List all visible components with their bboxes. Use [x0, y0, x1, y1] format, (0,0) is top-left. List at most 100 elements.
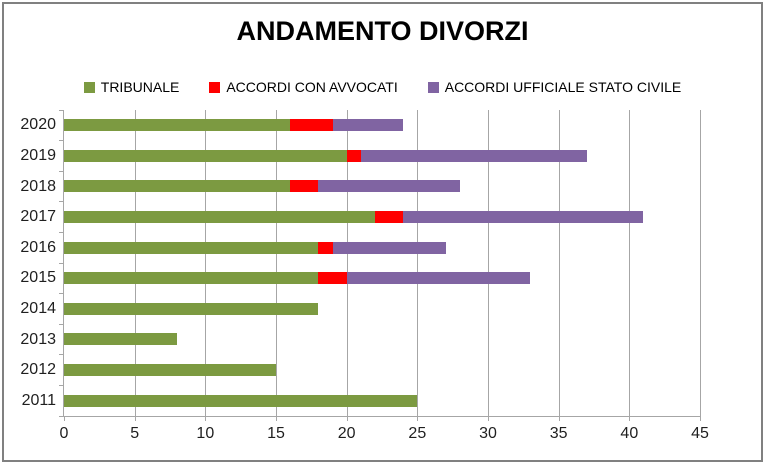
- stacked-bar: [64, 272, 700, 285]
- x-axis-label: 35: [549, 425, 568, 442]
- legend-label: ACCORDI CON AVVOCATI: [226, 79, 398, 95]
- y-axis-tick: [59, 415, 64, 417]
- x-axis-tick: [134, 416, 136, 421]
- gridline: [417, 110, 419, 416]
- bar-segment-accordi-ufficiale-stato-civile: [360, 149, 587, 162]
- legend-swatch-icon: [209, 81, 221, 93]
- gridline: [558, 110, 560, 416]
- bar-segment-accordi-ufficiale-stato-civile: [332, 119, 404, 132]
- y-axis-label: 2020: [20, 116, 56, 134]
- bar-segment-accordi-ufficiale-stato-civile: [346, 272, 531, 285]
- x-axis-tick: [488, 416, 489, 421]
- x-axis-label: 40: [620, 425, 639, 442]
- bar-segment-tribunale: [64, 241, 319, 254]
- bar-segment-accordi-con-avvocati: [318, 272, 347, 285]
- bar-segment-tribunale: [64, 272, 319, 285]
- bar-row: [64, 202, 700, 233]
- x-axis-tick: [629, 416, 631, 421]
- x-axis-tick: [558, 416, 560, 421]
- legend-swatch-icon: [427, 81, 439, 93]
- bar-segment-tribunale: [64, 149, 347, 162]
- legend-item-tribunale: TRIBUNALE: [83, 79, 179, 95]
- x-axis-label: 20: [337, 425, 356, 442]
- y-axis-label: 2017: [20, 208, 56, 226]
- bar-row: [64, 232, 700, 263]
- y-axis-tick: [59, 262, 64, 264]
- x-axis-label: 15: [267, 425, 285, 442]
- y-axis-tick: [59, 201, 64, 203]
- bar-segment-accordi-con-avvocati: [346, 149, 361, 162]
- x-axis-label: 45: [691, 425, 709, 442]
- bar-segment-accordi-ufficiale-stato-civile: [332, 241, 446, 254]
- bar-row: [64, 355, 700, 386]
- y-axis-label: 2015: [20, 269, 56, 287]
- y-axis-tick: [59, 231, 64, 233]
- bar-segment-accordi-con-avvocati: [318, 241, 333, 254]
- y-axis-tick: [59, 384, 64, 386]
- bar-segment-tribunale: [64, 394, 418, 407]
- bar-row: [64, 141, 700, 172]
- x-axis-label: 30: [479, 425, 497, 442]
- legend-label: ACCORDI UFFICIALE STATO CIVILE: [444, 79, 682, 95]
- gridline: [488, 110, 489, 416]
- y-axis-label: 2012: [20, 361, 56, 379]
- gridline: [346, 110, 348, 416]
- y-axis-label: 2011: [21, 391, 56, 409]
- legend-swatch-icon: [83, 81, 95, 93]
- bar-segment-accordi-ufficiale-stato-civile: [403, 211, 644, 224]
- x-axis-tick: [346, 416, 348, 421]
- stacked-bar: [64, 302, 700, 315]
- bar-row: [64, 385, 700, 416]
- bar-segment-accordi-con-avvocati: [290, 119, 333, 132]
- stacked-bar: [64, 333, 700, 346]
- stacked-bar: [64, 119, 700, 132]
- y-axis-label: 2014: [20, 299, 56, 317]
- x-axis-tick: [276, 416, 277, 421]
- y-axis-tick: [59, 293, 64, 295]
- x-axis-tick: [205, 416, 207, 421]
- bar-row: [64, 324, 700, 355]
- y-axis-tick: [59, 140, 64, 142]
- gridline: [205, 110, 207, 416]
- stacked-bar: [64, 180, 700, 193]
- y-axis-label: 2018: [20, 177, 56, 195]
- stacked-bar: [64, 211, 700, 224]
- x-axis-label: 25: [408, 425, 427, 442]
- y-axis-tick: [59, 354, 64, 356]
- bar-segment-tribunale: [64, 119, 291, 132]
- bar-segment-tribunale: [64, 302, 319, 315]
- plot-area: 0 5 10 15 20 25 30 35 40 45 2020 2019 2018 2017 2016 20…: [20, 109, 709, 442]
- gridline: [276, 110, 277, 416]
- legend-item-accordi-ufficiale-stato-civile: ACCORDI UFFICIALE STATO CIVILE: [427, 79, 682, 95]
- x-axis-label: 5: [130, 425, 140, 442]
- bar-segment-tribunale: [64, 364, 276, 377]
- gridline: [629, 110, 631, 416]
- bar-segment-tribunale: [64, 333, 178, 346]
- x-axis-label: 10: [196, 425, 215, 442]
- bar-row: [64, 263, 700, 294]
- stacked-bar: [64, 241, 700, 254]
- bar-segment-tribunale: [64, 211, 375, 224]
- gridline: [700, 110, 701, 416]
- x-axis-tick: [700, 416, 701, 421]
- bar-segment-accordi-con-avvocati: [374, 211, 404, 224]
- y-axis-label: 2013: [20, 330, 56, 348]
- x-axis-label: 0: [59, 425, 69, 442]
- x-axis-tick: [417, 416, 419, 421]
- bar-segment-accordi-con-avvocati: [290, 180, 319, 193]
- bar-segment-tribunale: [64, 180, 291, 193]
- bar-row: [64, 171, 700, 202]
- bar-segment-accordi-ufficiale-stato-civile: [318, 180, 460, 193]
- bar-row: [64, 294, 700, 325]
- y-axis-tick: [59, 109, 64, 111]
- stacked-bar: [64, 394, 700, 407]
- x-axis-tick: [64, 416, 65, 421]
- gridline: [134, 110, 136, 416]
- chart-title: ANDAMENTO DIVORZI: [236, 16, 529, 46]
- y-axis-label: 2019: [20, 146, 56, 164]
- y-axis-tick: [59, 323, 64, 325]
- y-axis-label: 2016: [20, 238, 56, 256]
- stacked-bar: [64, 364, 700, 377]
- stacked-bar: [64, 149, 700, 162]
- bar-row: [64, 110, 700, 141]
